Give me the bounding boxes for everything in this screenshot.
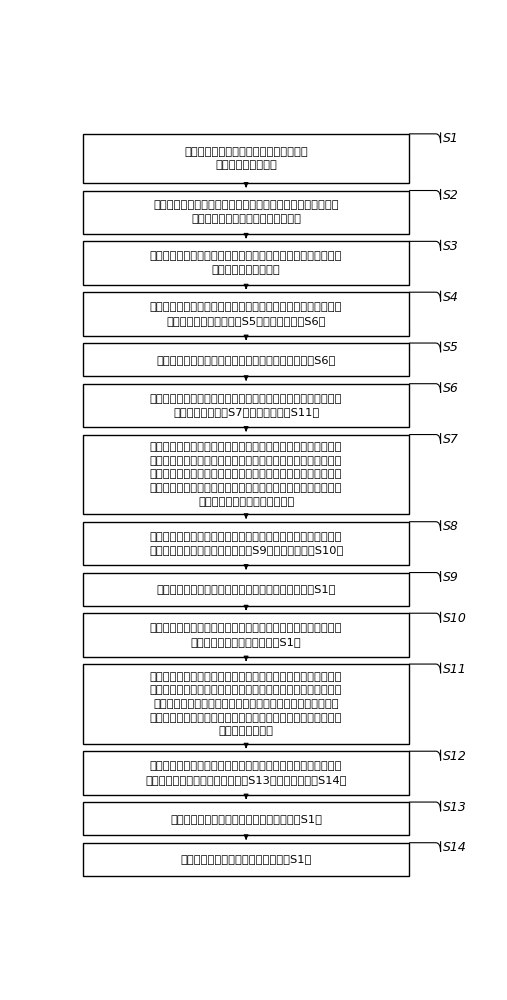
Text: S5: S5 (443, 341, 458, 354)
Text: S8: S8 (443, 520, 458, 533)
Bar (83, 613, 409, 657)
Bar (83, 573, 409, 606)
Text: 根据所述第二目标挡位、当前挡位和二者的换挡间隔时间，判断
是否需要换挡，如果是则执行步骤S13，否则执行步骤S14；: 根据所述第二目标挡位、当前挡位和二者的换挡间隔时间，判断 是否需要换挡，如果是则… (146, 761, 347, 785)
Text: 判断当前工作模式是否为并联发电、并联驱动或纯发动机模式，
如果是则执行步骤S7，否则执行步骤S11；: 判断当前工作模式是否为并联发电、并联驱动或纯发动机模式， 如果是则执行步骤S7，… (150, 394, 342, 417)
Bar (83, 191, 409, 234)
Text: S2: S2 (443, 189, 458, 202)
Bar (83, 522, 409, 565)
Text: 根据所述实时参数，计算当前可用挡位，并根据各挡位下在车轮
处的所述电机峰值驱动扭矩和所述电机峰值充电扭矩，计算各相
应挡位满足车辆需求扭矩前提下的发动机和电机在: 根据所述实时参数，计算当前可用挡位，并根据各挡位下在车轮 处的所述电机峰值驱动扭… (150, 442, 342, 507)
Text: S9: S9 (443, 571, 458, 584)
Text: 根据所述实时参数，计算当前可用挡位，并根据各挡位下在车轮
处的所述电机峰值驱动扭矩和所述电机峰值充电扭矩，计算相应
挡位满足所述车辆需求扭矩前提下的电机在车轮处: 根据所述实时参数，计算当前可用挡位，并根据各挡位下在车轮 处的所述电机峰值驱动扭… (150, 672, 342, 736)
Bar (83, 664, 409, 744)
Bar (83, 241, 409, 285)
Text: S6: S6 (443, 382, 458, 395)
Bar (83, 292, 409, 336)
Text: S13: S13 (443, 801, 466, 814)
Text: S1: S1 (443, 132, 458, 145)
Bar (83, 384, 409, 427)
Text: 将当前工作模式切换为所述应处工作模式，执行步骤S6；: 将当前工作模式切换为所述应处工作模式，执行步骤S6； (156, 355, 336, 365)
Bar (83, 435, 409, 514)
Text: S14: S14 (443, 841, 466, 854)
Bar (83, 843, 409, 876)
Text: 获取实时参数，所述实时参数包括当前挡
位和当前工作模式；: 获取实时参数，所述实时参数包括当前挡 位和当前工作模式； (184, 147, 308, 170)
Text: S7: S7 (443, 433, 458, 446)
Text: S3: S3 (443, 240, 458, 253)
Text: 根据所述车辆需求扭矩和发动机最佳经济线对应扭矩，输出发动
机和电机目标扭矩，执行步骤S1；: 根据所述车辆需求扭矩和发动机最佳经济线对应扭矩，输出发动 机和电机目标扭矩，执行… (150, 623, 342, 647)
Bar (83, 343, 409, 376)
Text: 根据所述第一目标挡位、当前挡位和二者的换挡间隔时间，判断
是否需要换挡，如果是则执行步骤S9，否则执行步骤S10；: 根据所述第一目标挡位、当前挡位和二者的换挡间隔时间，判断 是否需要换挡，如果是则… (149, 532, 343, 555)
Text: 换挡，并输出电机目标扭矩指令，执行步骤S1；: 换挡，并输出电机目标扭矩指令，执行步骤S1； (170, 814, 322, 824)
Text: 出发动机和电机目标扭矩，执行步骤S1。: 出发动机和电机目标扭矩，执行步骤S1。 (180, 854, 312, 864)
Bar (83, 751, 409, 795)
Text: S4: S4 (443, 291, 458, 304)
Text: S10: S10 (443, 612, 466, 625)
Bar (83, 134, 409, 183)
Text: 在车辆运行无故障前提下，根据所述实时参数获得车辆需求扭
矩，判断当前车辆的应处工作模式；: 在车辆运行无故障前提下，根据所述实时参数获得车辆需求扭 矩，判断当前车辆的应处工… (153, 201, 339, 224)
Text: 根据所述实时参数，计算各挡位下在车轮处的电机峰值驱动扭矩
和电机峰值充电扭矩；: 根据所述实时参数，计算各挡位下在车轮处的电机峰值驱动扭矩 和电机峰值充电扭矩； (150, 251, 342, 275)
Text: S11: S11 (443, 663, 466, 676)
Bar (83, 802, 409, 835)
Text: 根据当前工作模式和所述应处工作模式，判断是否要切换工作模
式，如果切换则执行步骤S5，否则执行步骤S6；: 根据当前工作模式和所述应处工作模式，判断是否要切换工作模 式，如果切换则执行步骤… (150, 302, 342, 326)
Text: 换挡，并输出发动机和电机目标扭矩指令，执行步骤S1；: 换挡，并输出发动机和电机目标扭矩指令，执行步骤S1； (156, 584, 336, 594)
Text: S12: S12 (443, 750, 466, 763)
